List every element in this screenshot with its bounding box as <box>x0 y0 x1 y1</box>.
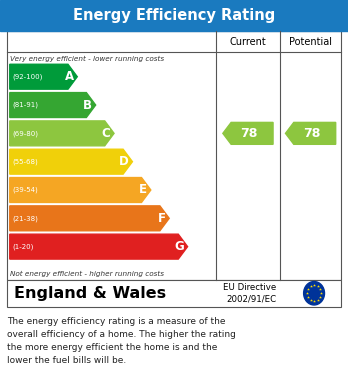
Text: B: B <box>83 99 92 111</box>
Polygon shape <box>10 93 96 118</box>
Bar <box>7 31 341 280</box>
Text: Current: Current <box>230 37 266 47</box>
Polygon shape <box>10 64 77 89</box>
Text: (21-38): (21-38) <box>13 215 38 222</box>
Polygon shape <box>223 122 273 144</box>
Text: F: F <box>158 212 166 225</box>
Text: Not energy efficient - higher running costs: Not energy efficient - higher running co… <box>10 271 165 277</box>
Text: E: E <box>139 183 147 197</box>
Text: 78: 78 <box>303 127 320 140</box>
Circle shape <box>304 282 325 305</box>
Polygon shape <box>285 122 336 144</box>
Text: C: C <box>102 127 111 140</box>
Text: (81-91): (81-91) <box>13 102 39 108</box>
Bar <box>0 0 348 31</box>
Text: (92-100): (92-100) <box>13 74 43 80</box>
Text: D: D <box>119 155 129 168</box>
Text: 78: 78 <box>240 127 258 140</box>
Polygon shape <box>10 149 133 174</box>
Text: The energy efficiency rating is a measure of the
overall efficiency of a home. T: The energy efficiency rating is a measur… <box>7 317 236 364</box>
Text: (39-54): (39-54) <box>13 187 38 193</box>
Bar <box>7 280 341 307</box>
Text: A: A <box>65 70 74 83</box>
Text: Energy Efficiency Rating: Energy Efficiency Rating <box>73 8 275 23</box>
Text: Potential: Potential <box>289 37 332 47</box>
Text: Very energy efficient - lower running costs: Very energy efficient - lower running co… <box>10 56 165 62</box>
Text: (1-20): (1-20) <box>13 243 34 250</box>
Text: EU Directive
2002/91/EC: EU Directive 2002/91/EC <box>223 283 277 304</box>
Text: (69-80): (69-80) <box>13 130 39 136</box>
Text: (55-68): (55-68) <box>13 158 38 165</box>
Text: G: G <box>174 240 184 253</box>
Polygon shape <box>10 234 188 259</box>
Polygon shape <box>10 206 169 231</box>
Text: England & Wales: England & Wales <box>14 286 166 301</box>
Polygon shape <box>10 178 151 203</box>
Polygon shape <box>10 121 114 146</box>
